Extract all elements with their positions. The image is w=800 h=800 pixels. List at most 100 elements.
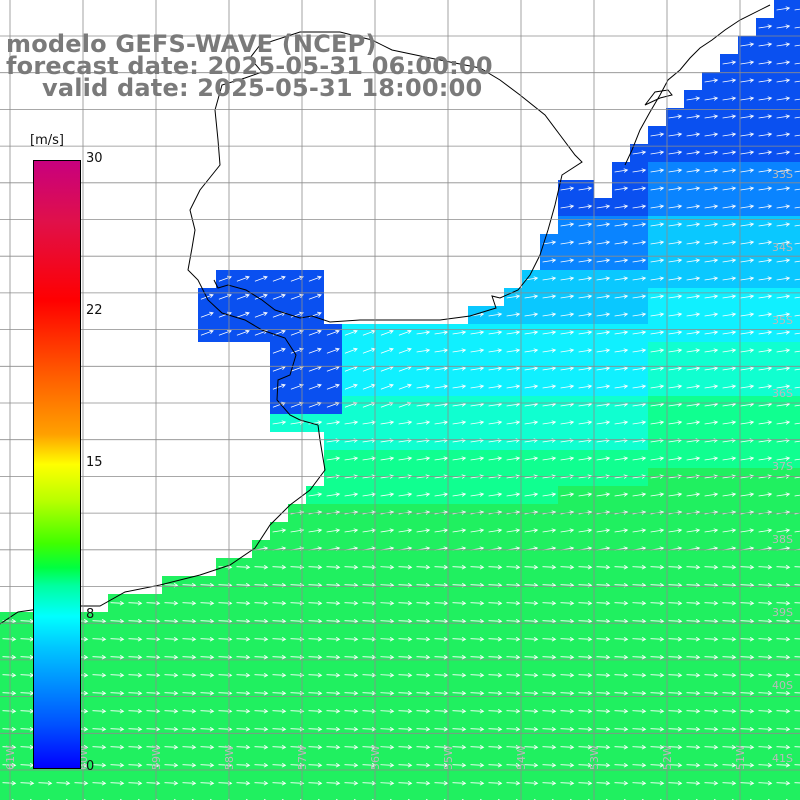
wind-arrow [542, 258, 557, 263]
wind-arrow [578, 672, 593, 678]
wind-arrow [236, 636, 251, 642]
wind-arrow [182, 708, 197, 714]
wind-arrow [596, 600, 611, 606]
wind-arrow [542, 564, 557, 570]
wind-arrow [578, 330, 593, 335]
wind-arrow [182, 672, 197, 678]
wind-speed-cell [792, 396, 800, 414]
wind-arrow [650, 780, 665, 786]
wind-arrow [542, 744, 557, 750]
wind-arrow [722, 168, 737, 173]
wind-arrow [434, 564, 449, 570]
wind-arrow [380, 708, 395, 714]
wind-speed-cell [396, 792, 414, 800]
wind-arrow [2, 708, 17, 714]
longitude-labels: 61W 60W 59W 58W 57W 56W 55W 54W 53W 52W 51W [4, 745, 747, 770]
wind-arrow [380, 636, 395, 642]
wind-arrow [686, 726, 701, 732]
wind-arrow [416, 636, 431, 642]
wind-arrow [722, 528, 737, 533]
wind-arrow [164, 762, 179, 768]
wind-arrow [290, 636, 305, 642]
wind-arrow [632, 348, 647, 353]
wind-arrow [470, 672, 485, 678]
wind-arrow [722, 366, 737, 371]
wind-arrow [794, 638, 800, 640]
wind-arrow [542, 492, 557, 497]
wind-arrow [722, 744, 737, 750]
wind-speed-cell [792, 180, 800, 198]
wind-arrow [740, 672, 755, 678]
wind-arrow [110, 762, 125, 768]
wind-arrow [650, 618, 665, 624]
wind-arrow [740, 132, 755, 137]
wind-arrow [794, 656, 800, 658]
wind-arrow [650, 528, 665, 533]
wind-arrow [794, 134, 800, 137]
wind-arrow [704, 276, 719, 281]
wind-arrow [488, 708, 503, 714]
wind-arrow [686, 690, 701, 696]
wind-arrow [380, 420, 395, 425]
wind-arrow [740, 456, 755, 461]
wind-arrow [722, 258, 737, 263]
wind-arrow [542, 528, 557, 533]
wind-arrow [488, 330, 503, 335]
wind-arrow [542, 762, 557, 768]
wind-arrow [380, 564, 395, 570]
wind-arrow [254, 311, 268, 318]
wind-arrow [704, 636, 719, 642]
longitude-label: 57W [296, 745, 309, 770]
wind-arrow [740, 240, 755, 245]
wind-arrow [560, 240, 575, 245]
wind-arrow [452, 618, 467, 624]
wind-arrow [758, 114, 773, 119]
wind-arrow [704, 708, 719, 714]
wind-speed-cell [270, 792, 288, 800]
wind-arrow [362, 780, 377, 786]
wind-arrow [794, 728, 800, 730]
wind-arrow [488, 672, 503, 678]
wind-arrow [632, 492, 647, 497]
latitude-label: 33S [772, 168, 793, 181]
wind-arrow [758, 564, 773, 570]
wind-arrow [308, 420, 323, 425]
wind-arrow [758, 258, 773, 263]
wind-arrow [452, 744, 467, 750]
wind-arrow [488, 366, 503, 371]
wind-arrow [578, 564, 593, 570]
wind-arrow [776, 24, 791, 29]
wind-arrow [794, 350, 800, 353]
wind-arrow [380, 744, 395, 750]
wind-arrow [308, 329, 322, 336]
wind-arrow [470, 348, 485, 353]
longitude-label: 54W [515, 745, 528, 770]
wind-arrow [596, 528, 611, 533]
wind-arrow [344, 690, 359, 696]
wind-arrow [56, 780, 71, 786]
wind-arrow [344, 780, 359, 786]
wind-arrow [470, 492, 485, 497]
wind-arrow [470, 708, 485, 714]
wind-arrow [344, 492, 359, 497]
wind-arrow [398, 420, 413, 425]
wind-arrow [632, 618, 647, 624]
wind-arrow [686, 204, 701, 209]
wind-arrow [146, 726, 161, 732]
wind-arrow [776, 492, 791, 497]
wind-arrow [200, 329, 214, 336]
wind-arrow [128, 654, 143, 660]
wind-arrow [614, 348, 629, 353]
wind-arrow [596, 690, 611, 696]
wind-arrow [326, 420, 341, 425]
wind-arrow [308, 528, 323, 533]
wind-arrow [344, 329, 358, 336]
wind-arrow [182, 618, 197, 624]
longitude-label: 60W [77, 745, 90, 770]
wind-arrow [578, 600, 593, 606]
wind-arrow [596, 744, 611, 750]
wind-arrow [560, 726, 575, 732]
wind-arrow [110, 600, 125, 606]
wind-arrow [560, 348, 575, 353]
wind-arrow [704, 384, 719, 389]
